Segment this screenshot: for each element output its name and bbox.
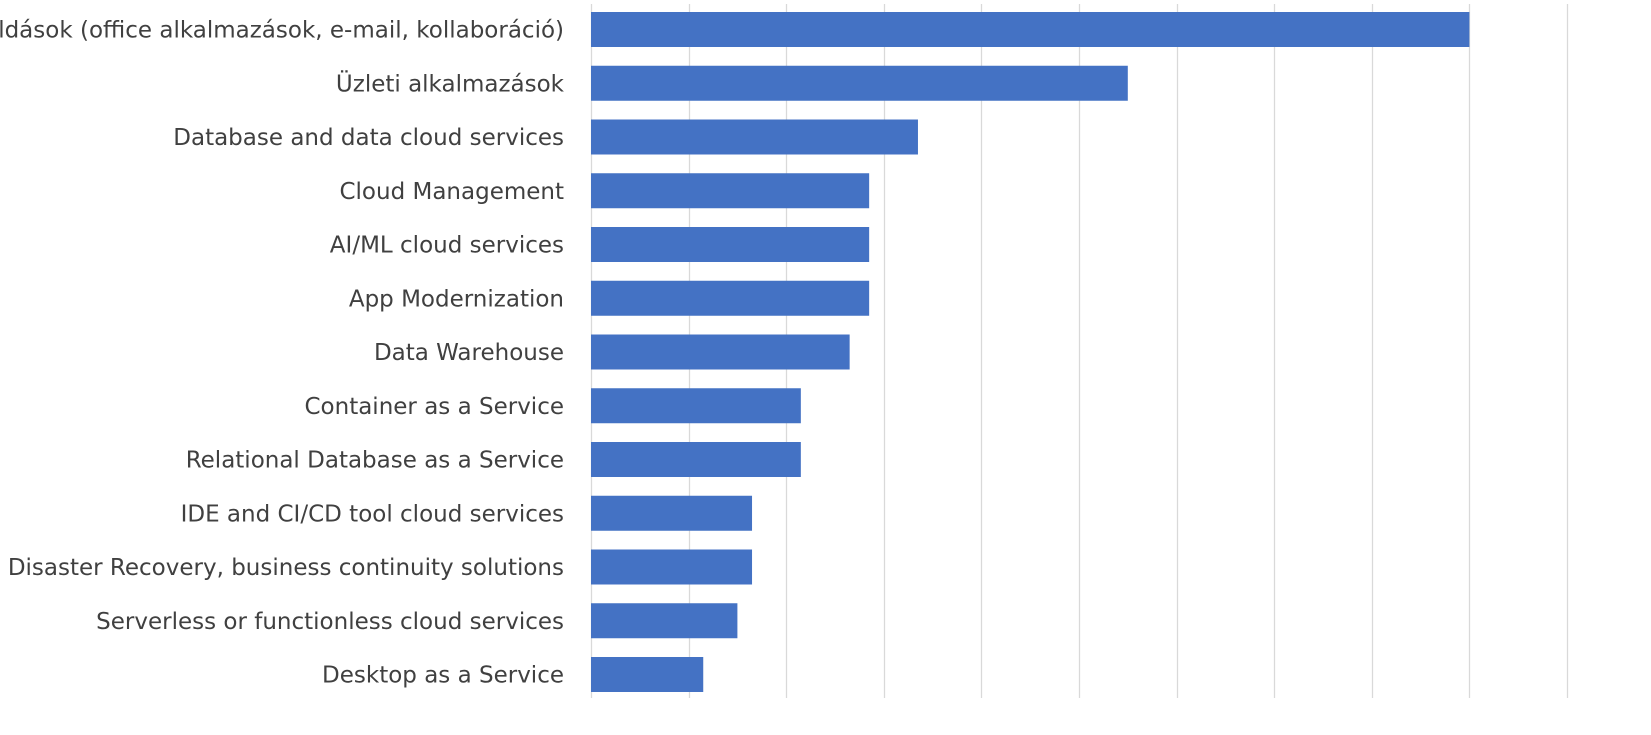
bar xyxy=(591,119,918,155)
category-label: Munkahelyi megoldások (office alkalmazás… xyxy=(0,18,564,44)
category-label: Desktop as a Service xyxy=(322,663,564,689)
category-labels: Munkahelyi megoldások (office alkalmazás… xyxy=(0,18,565,689)
category-label: AI/ML cloud services xyxy=(330,233,564,259)
bar xyxy=(591,495,753,531)
category-label: Üzleti alkalmazások xyxy=(336,69,565,97)
category-label: Container as a Service xyxy=(304,394,564,420)
category-label: App Modernization xyxy=(349,286,564,312)
category-label: Cloud Management xyxy=(339,179,564,205)
bar xyxy=(591,442,801,477)
bar xyxy=(591,227,870,262)
category-label: Database and data cloud services xyxy=(173,125,564,151)
bar xyxy=(591,549,753,585)
category-label: Disaster Recovery, business continuity s… xyxy=(8,555,564,581)
bar xyxy=(591,334,850,370)
bar xyxy=(591,65,1128,101)
bar xyxy=(591,12,1470,47)
category-label: Serverless or functionless cloud service… xyxy=(96,609,564,635)
bar xyxy=(591,657,704,692)
bar xyxy=(591,280,870,316)
category-label: Data Warehouse xyxy=(374,340,564,366)
bars xyxy=(591,12,1470,692)
bar xyxy=(591,388,801,424)
bar xyxy=(591,603,738,639)
category-label: Relational Database as a Service xyxy=(186,448,564,474)
bar xyxy=(591,173,870,209)
category-label: IDE and CI/CD tool cloud services xyxy=(181,501,564,527)
